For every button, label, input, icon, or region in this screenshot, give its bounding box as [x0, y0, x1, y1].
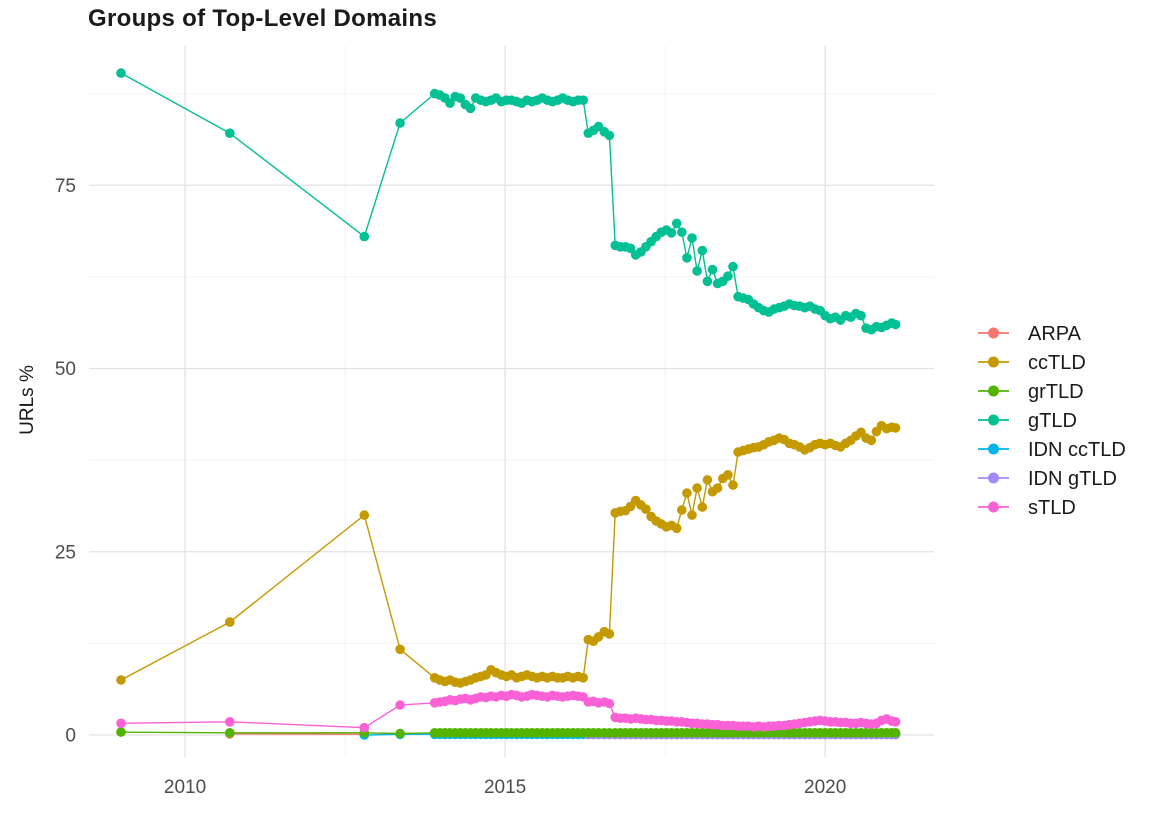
grid-minor	[89, 46, 934, 757]
data-point	[116, 727, 126, 737]
data-point	[395, 644, 405, 655]
data-point	[445, 98, 455, 108]
legend-label: IDN gTLD	[1028, 468, 1117, 490]
data-point	[697, 502, 708, 512]
legend-item-IDN-ccTLD: IDN ccTLD	[978, 439, 1126, 461]
series-sTLD	[116, 689, 901, 733]
data-point	[692, 266, 702, 276]
data-point	[666, 228, 677, 238]
data-point	[641, 504, 651, 514]
y-tick-label-25: 25	[55, 542, 76, 563]
y-tick-label-0: 0	[65, 726, 76, 747]
data-point	[225, 617, 235, 627]
y-tick-label-75: 75	[55, 176, 76, 197]
data-point	[671, 523, 682, 534]
data-point	[359, 722, 370, 733]
legend-key-dot	[988, 443, 999, 455]
data-point	[856, 310, 866, 321]
data-point	[697, 245, 708, 256]
data-point	[728, 261, 738, 272]
legend-item-ccTLD: ccTLD	[978, 352, 1086, 374]
data-point	[682, 488, 692, 498]
data-point	[116, 718, 126, 729]
data-point	[728, 480, 738, 490]
chart-title: Groups of Top-Level Domains	[88, 5, 438, 32]
x-tick-label-2010: 2010	[164, 777, 206, 798]
grid-major	[89, 46, 934, 757]
data-point	[712, 483, 723, 493]
data-point	[116, 675, 126, 685]
data-point	[890, 728, 901, 738]
legend-label: gTLD	[1028, 410, 1077, 432]
legend-key-dot	[988, 472, 999, 484]
axis-tick-labels: 0 25 50 75 2010 2015 2020	[55, 176, 846, 798]
data-point	[359, 231, 370, 242]
data-point	[671, 218, 682, 229]
series-line	[120, 72, 896, 331]
series-ccTLD	[116, 420, 901, 688]
data-point	[225, 728, 235, 738]
data-point	[225, 128, 235, 138]
data-point	[578, 673, 588, 683]
data-point	[455, 93, 466, 103]
data-point	[225, 717, 235, 727]
data-point	[359, 510, 370, 520]
y-axis-label: URLs %	[17, 365, 38, 435]
legend-key-dot	[988, 327, 999, 339]
x-tick-label-2020: 2020	[804, 777, 846, 798]
data-point	[604, 130, 615, 141]
data-point	[890, 717, 901, 727]
series-ARPA	[225, 729, 370, 740]
data-point	[677, 227, 687, 237]
data-point	[604, 698, 615, 709]
data-point	[682, 252, 692, 263]
legend-item-IDN-gTLD: IDN gTLD	[978, 468, 1117, 490]
data-point	[890, 319, 901, 330]
legend-label: IDN ccTLD	[1028, 439, 1126, 461]
data-point	[604, 629, 615, 639]
data-point	[116, 68, 126, 78]
legend-item-sTLD: sTLD	[978, 497, 1076, 519]
legend-key-dot	[988, 414, 999, 426]
data-point	[692, 483, 702, 493]
legend-key-dot	[988, 501, 999, 513]
data-point	[866, 435, 877, 446]
data-point	[702, 475, 713, 485]
data-point	[702, 276, 713, 287]
data-point	[395, 700, 405, 710]
data-point	[687, 233, 697, 243]
legend-label: ccTLD	[1028, 352, 1086, 374]
legend: ARPA ccTLD grTLD gTLD IDN ccTLD IDN gTLD sTLD	[978, 323, 1126, 519]
legend-label: sTLD	[1028, 497, 1076, 519]
data-point	[465, 103, 476, 114]
legend-key-dot	[988, 356, 999, 368]
data-point	[677, 505, 687, 515]
series-gTLD	[116, 68, 901, 335]
y-tick-label-50: 50	[55, 359, 76, 380]
data-point	[578, 95, 588, 105]
x-tick-label-2015: 2015	[484, 777, 526, 798]
data-point	[723, 271, 733, 282]
legend-item-ARPA: ARPA	[978, 323, 1082, 345]
data-point	[890, 423, 901, 433]
data-point	[687, 510, 697, 520]
series-line	[120, 424, 896, 684]
legend-label: ARPA	[1028, 323, 1082, 345]
data-point	[707, 264, 718, 275]
data-point	[723, 470, 733, 480]
data-point	[625, 243, 636, 254]
legend-key-dot	[988, 385, 999, 397]
data-point	[395, 118, 405, 128]
legend-label: grTLD	[1028, 381, 1084, 403]
legend-item-grTLD: grTLD	[978, 381, 1084, 403]
legend-item-gTLD: gTLD	[978, 410, 1077, 432]
data-point	[395, 728, 405, 739]
